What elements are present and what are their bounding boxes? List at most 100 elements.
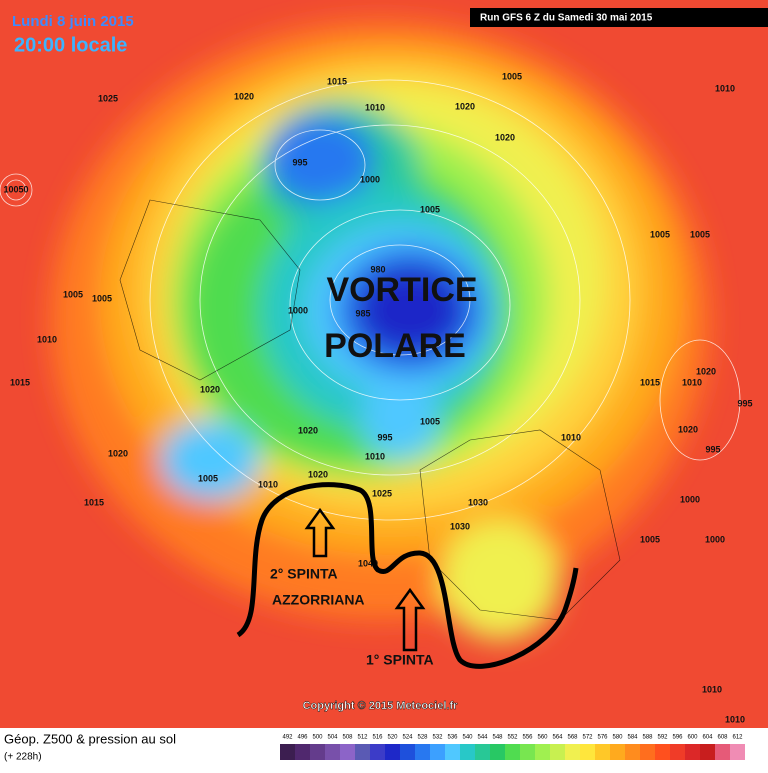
scale-swatch: [685, 744, 700, 760]
pressure-label: 1010: [715, 83, 735, 93]
pressure-label: 1010: [365, 451, 385, 461]
scale-swatch: [580, 744, 595, 760]
pressure-label: 1020: [495, 132, 515, 142]
pressure-label: 1010: [561, 432, 581, 442]
push-label: 1° SPINTA: [366, 652, 434, 668]
scale-swatch: [370, 744, 385, 760]
pressure-label: 1020: [308, 469, 328, 479]
scale-label: 604: [702, 735, 713, 741]
scale-swatch: [340, 744, 355, 760]
scale-swatch: [355, 744, 370, 760]
pressure-label: 1000: [360, 174, 380, 184]
field: [0, 0, 768, 728]
scale-label: 532: [432, 735, 443, 741]
pressure-label: 1015: [327, 76, 347, 86]
copyright: Copyright © 2015 Meteociel.fr: [303, 700, 459, 712]
scale-label: 572: [582, 735, 593, 741]
pressure-label: 1020: [298, 425, 318, 435]
scale-swatch: [565, 744, 580, 760]
scale-label: 516: [372, 735, 383, 741]
legend-lead: (+ 228h): [4, 752, 42, 763]
pressure-label: 1020: [678, 424, 698, 434]
pressure-label: 1010: [37, 334, 57, 344]
pressure-label: 1010: [702, 684, 722, 694]
pressure-label: 1000: [680, 494, 700, 504]
pressure-label: 1010: [258, 479, 278, 489]
pressure-label: 1020: [108, 448, 128, 458]
pressure-label: 995: [292, 157, 307, 167]
scale-swatch: [700, 744, 715, 760]
scale-swatch: [670, 744, 685, 760]
scale-label: 520: [387, 735, 398, 741]
push-line: [236, 482, 579, 669]
pressure-label: 1020: [234, 91, 254, 101]
scale-swatch: [430, 744, 445, 760]
scale-swatch: [280, 744, 295, 760]
scale-label: 496: [297, 735, 308, 741]
scale-label: 600: [687, 735, 698, 741]
scale-label: 528: [417, 735, 428, 741]
pressure-label: 980: [370, 264, 385, 274]
arrow: [304, 507, 336, 558]
pressure-label: 1030: [468, 497, 488, 507]
pressure-label: 1025: [98, 93, 118, 103]
pressure-label: 1005: [198, 473, 218, 483]
scale-swatch: [595, 744, 610, 760]
pressure-label: 1000: [705, 534, 725, 544]
scale-label: 492: [282, 735, 293, 741]
pressure-label: 1005: [502, 71, 522, 81]
scale-swatch: [655, 744, 670, 760]
scale-label: 596: [672, 735, 683, 741]
pressure-label: 1005: [690, 229, 710, 239]
scale-swatch: [520, 744, 535, 760]
legend-title: Géop. Z500 & pression au sol: [4, 731, 176, 746]
scale-label: 576: [597, 735, 608, 741]
pressure-label: 1010: [365, 102, 385, 112]
pressure-label: 1015: [10, 377, 30, 387]
scale-swatch: [535, 744, 550, 760]
pressure-label: 1020: [455, 101, 475, 111]
scale-label: 612: [732, 735, 743, 741]
scale-label: 540: [462, 735, 473, 741]
pressure-label: 1030: [450, 521, 470, 531]
scale-label: 504: [327, 735, 338, 741]
scale-swatch: [625, 744, 640, 760]
push-label: 2° SPINTA: [270, 566, 338, 582]
pressure-label: 10050: [3, 184, 28, 194]
scale-label: 536: [447, 735, 458, 741]
pressure-label: 1005: [92, 293, 112, 303]
scale-swatch: [325, 744, 340, 760]
pressure-label: 1005: [63, 289, 83, 299]
scale-swatch: [310, 744, 325, 760]
scale-swatch: [550, 744, 565, 760]
scale-swatch: [460, 744, 475, 760]
pressure-label: 1005: [650, 229, 670, 239]
scale-swatch: [610, 744, 625, 760]
scale-label: 584: [627, 735, 638, 741]
scale-label: 556: [522, 735, 533, 741]
run-box: [470, 8, 768, 27]
arrow: [394, 587, 426, 652]
pressure-label: 995: [377, 432, 392, 442]
pressure-label: 1040: [358, 558, 378, 568]
pressure-label: 1005: [420, 416, 440, 426]
scale-label: 552: [507, 735, 518, 741]
scale-swatch: [415, 744, 430, 760]
pressure-label: 995: [737, 398, 752, 408]
pressure-label: 1025: [372, 488, 392, 498]
scale-label: 580: [612, 735, 623, 741]
pressure-label: 995: [705, 444, 720, 454]
scale-label: 544: [477, 735, 488, 741]
vortex-label: VORTICE: [326, 271, 477, 309]
scale-label: 548: [492, 735, 503, 741]
scale-label: 512: [357, 735, 368, 741]
scale-swatch: [640, 744, 655, 760]
scale-label: 508: [342, 735, 353, 741]
pressure-label: 1005: [420, 204, 440, 214]
scale-label: 560: [537, 735, 548, 741]
scale-label: 592: [657, 735, 668, 741]
pressure-label: 1010: [725, 714, 745, 724]
pressure-label: 1010: [682, 377, 702, 387]
push-label: AZZORRIANA: [272, 592, 365, 608]
